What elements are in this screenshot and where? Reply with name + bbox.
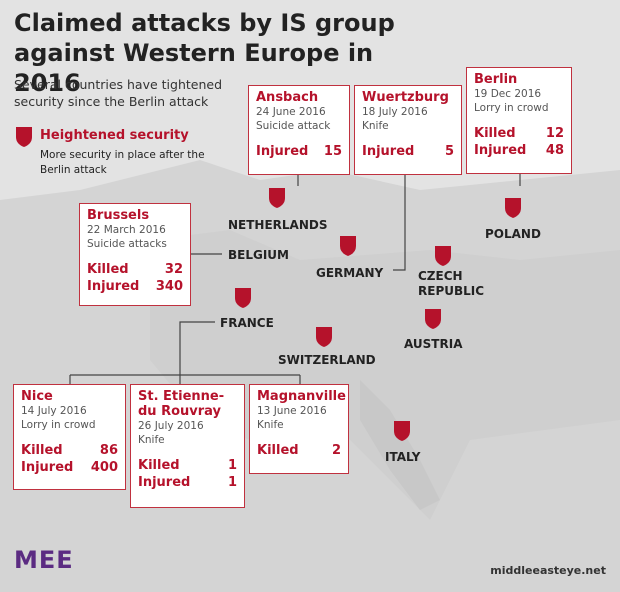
- stat-label: Injured: [362, 144, 415, 159]
- stat-row: Killed 32: [87, 261, 183, 278]
- stat-row: Killed 12: [474, 125, 564, 142]
- casualties: Injured 15: [256, 143, 342, 160]
- stat-value: 32: [164, 262, 183, 277]
- country-label: GERMANY: [316, 266, 384, 280]
- stat-value: 400: [90, 460, 118, 475]
- stat-row: Injured 400: [21, 459, 118, 476]
- country-label: ITALY: [385, 450, 421, 464]
- casualties: Killed 32 Injured 340: [87, 261, 183, 295]
- stat-value: 86: [99, 443, 118, 458]
- attack-date: 24 June 2016: [256, 106, 326, 118]
- stat-value: 2: [331, 443, 341, 458]
- stat-row: Injured 15: [256, 143, 342, 160]
- stat-label: Killed: [257, 443, 299, 458]
- stat-value: 1: [227, 475, 237, 490]
- attack-type: Knife: [362, 120, 389, 132]
- attack-type: Knife: [138, 434, 165, 446]
- stat-row: Injured 1: [138, 474, 237, 491]
- stat-label: Injured: [87, 279, 140, 294]
- stat-label: Killed: [138, 458, 180, 473]
- brand-logo: MEE: [14, 546, 74, 574]
- attack-card: Ansbach 24 June 2016 Suicide attack Injured…: [248, 85, 350, 175]
- city-name: Berlin: [474, 72, 518, 87]
- legend-description: More security in place after the Berlin …: [40, 149, 205, 176]
- attack-date: 18 July 2016: [362, 106, 428, 118]
- country-label: AUSTRIA: [404, 337, 463, 351]
- city-name: Nice: [21, 389, 53, 404]
- stat-row: Injured 5: [362, 143, 454, 160]
- subtitle: Several countries have tightened securit…: [14, 77, 223, 109]
- country-label: SWITZERLAND: [278, 353, 376, 367]
- stat-value: 5: [444, 144, 454, 159]
- country-label: FRANCE: [220, 316, 274, 330]
- stat-label: Injured: [474, 143, 527, 158]
- casualties: Killed 86 Injured 400: [21, 442, 118, 476]
- attack-type: Lorry in crowd: [474, 102, 549, 114]
- attack-card: Berlin 19 Dec 2016 Lorry in crowd Killed 12 I…: [466, 67, 572, 174]
- attack-card: Wuertzburg 18 July 2016 Knife Injured 5: [354, 85, 462, 175]
- stat-row: Injured 48: [474, 142, 564, 159]
- city-name: Wuertzburg: [362, 90, 449, 105]
- country-label: NETHERLANDS: [228, 218, 328, 232]
- attack-card: Brussels 22 March 2016 Suicide attacks Kill…: [79, 203, 191, 306]
- country-label: POLAND: [485, 227, 541, 241]
- stat-label: Killed: [21, 443, 63, 458]
- stat-row: Killed 86: [21, 442, 118, 459]
- casualties: Injured 5: [362, 143, 454, 160]
- stat-row: Injured 340: [87, 278, 183, 295]
- stat-label: Injured: [256, 144, 309, 159]
- country-label: BELGIUM: [228, 248, 289, 262]
- casualties: Killed 1 Injured 1: [138, 457, 237, 491]
- stat-label: Injured: [138, 475, 191, 490]
- city-name: Brussels: [87, 208, 150, 223]
- stat-value: 1: [227, 458, 237, 473]
- stat-label: Injured: [21, 460, 74, 475]
- city-name: Magnanville: [257, 389, 346, 404]
- stat-row: Killed 2: [257, 442, 341, 459]
- city-name: Ansbach: [256, 90, 319, 105]
- legend-label: Heightened security: [40, 128, 189, 143]
- casualties: Killed 12 Injured 48: [474, 125, 564, 159]
- attack-date: 19 Dec 2016: [474, 88, 542, 100]
- stat-value: 340: [155, 279, 183, 294]
- attack-type: Knife: [257, 419, 284, 431]
- stat-label: Killed: [474, 126, 516, 141]
- stat-label: Killed: [87, 262, 129, 277]
- attack-date: 14 July 2016: [21, 405, 87, 417]
- attack-date: 22 March 2016: [87, 224, 166, 236]
- title: Claimed attacks by IS group against West…: [14, 9, 395, 97]
- attack-card: Magnanville 13 June 2016 Knife Killed 2: [249, 384, 349, 474]
- stat-value: 12: [545, 126, 564, 141]
- casualties: Killed 2: [257, 442, 341, 459]
- attack-card: Nice 14 July 2016 Lorry in crowd Killed 86 In…: [13, 384, 126, 490]
- website: middleeasteye.net: [490, 564, 606, 577]
- country-label: CZECH REPUBLIC: [418, 269, 485, 298]
- stat-row: Killed 1: [138, 457, 237, 474]
- stat-value: 15: [323, 144, 342, 159]
- attack-type: Suicide attacks: [87, 238, 167, 250]
- attack-card: St. Etienne-du Rouvray 26 July 2016 Knife K…: [130, 384, 245, 508]
- attack-type: Lorry in crowd: [21, 419, 96, 431]
- attack-date: 26 July 2016: [138, 420, 204, 432]
- stat-value: 48: [545, 143, 564, 158]
- attack-date: 13 June 2016: [257, 405, 327, 417]
- attack-type: Suicide attack: [256, 120, 331, 132]
- city-name: St. Etienne-du Rouvray: [138, 389, 225, 419]
